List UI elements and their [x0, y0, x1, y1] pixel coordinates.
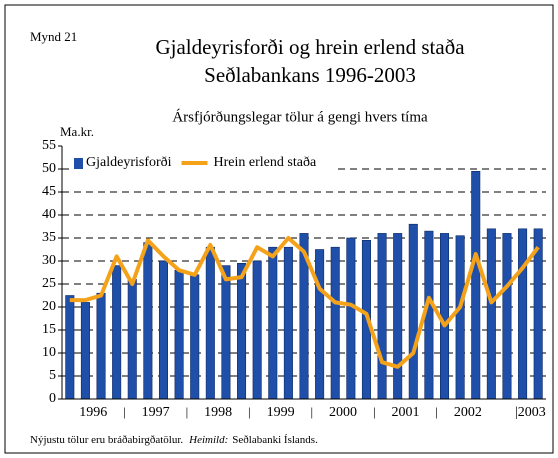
x-separator: | — [186, 404, 189, 419]
y-tick-label: 5 — [49, 368, 56, 383]
bar — [158, 260, 168, 400]
bar — [174, 269, 184, 400]
bar — [393, 233, 403, 400]
source-label: Heimild: — [188, 434, 228, 446]
bar — [455, 235, 465, 400]
legend-label: Gjaldeyrisforði — [86, 155, 172, 170]
y-tick-label: 30 — [42, 253, 56, 268]
source: Seðlabanki Íslands. — [232, 434, 318, 446]
legend-swatch — [74, 158, 83, 169]
x-separator: | — [123, 404, 126, 419]
bar — [330, 246, 340, 400]
x-tick-label: 1997 — [142, 405, 170, 420]
bar — [221, 265, 231, 400]
bar — [127, 279, 137, 400]
y-tick-label: 20 — [42, 299, 56, 314]
x-separator: | — [248, 404, 251, 419]
bar — [346, 237, 356, 400]
bar — [112, 265, 122, 400]
bar — [377, 233, 387, 400]
x-separator: | — [435, 404, 438, 419]
x-separator: | — [311, 404, 314, 419]
bar — [408, 223, 418, 400]
x-tick-label: 1998 — [204, 405, 232, 420]
y-tick-label: 45 — [42, 184, 56, 199]
bar — [486, 228, 496, 400]
y-tick-label: 0 — [49, 391, 56, 406]
x-tick-label: 2000 — [329, 405, 357, 420]
footnote-text: Nýjustu tölur eru bráðabirgðatölur. — [30, 434, 183, 446]
bar — [283, 246, 293, 400]
legend-label: Hrein erlend staða — [214, 155, 317, 170]
bar — [315, 249, 325, 400]
chart-title: Gjaldeyrisforði og hrein erlend staða — [155, 35, 465, 59]
bar — [471, 171, 481, 400]
bar — [268, 246, 278, 400]
y-axis-label: Ma.kr. — [60, 124, 94, 139]
bar — [65, 295, 75, 400]
bar — [237, 262, 247, 400]
bar — [518, 228, 528, 400]
bar — [205, 246, 215, 400]
y-tick-label: 55 — [42, 138, 56, 153]
chart-title: Seðlabankans 1996-2003 — [204, 63, 416, 87]
y-tick-label: 50 — [42, 161, 56, 176]
y-tick-label: 15 — [42, 322, 56, 337]
x-tick-label: 1996 — [79, 405, 107, 420]
x-tick-label: |2003 — [515, 405, 546, 420]
y-tick-label: 25 — [42, 276, 56, 291]
x-tick-label: 1999 — [267, 405, 295, 420]
x-separator: | — [373, 404, 376, 419]
y-tick-label: 40 — [42, 207, 56, 222]
y-tick-label: 35 — [42, 230, 56, 245]
bar — [190, 274, 200, 400]
subtitle: Ársfjórðungslegar tölur á gengi hvers tí… — [172, 108, 428, 125]
bar — [80, 302, 90, 400]
bar — [96, 292, 106, 400]
bar — [502, 233, 512, 400]
y-tick-label: 10 — [42, 345, 56, 360]
bar — [252, 260, 262, 400]
x-tick-label: 2001 — [391, 405, 419, 420]
x-tick-label: 2002 — [454, 405, 482, 420]
figure-label: Mynd 21 — [30, 29, 77, 44]
line — [69, 236, 540, 369]
legend: Gjaldeyrisforði Hrein erlend staða — [70, 152, 338, 174]
bar — [143, 242, 153, 400]
footnote: Nýjustu tölur eru bráðabirgðatölur. Heimi… — [30, 434, 318, 446]
